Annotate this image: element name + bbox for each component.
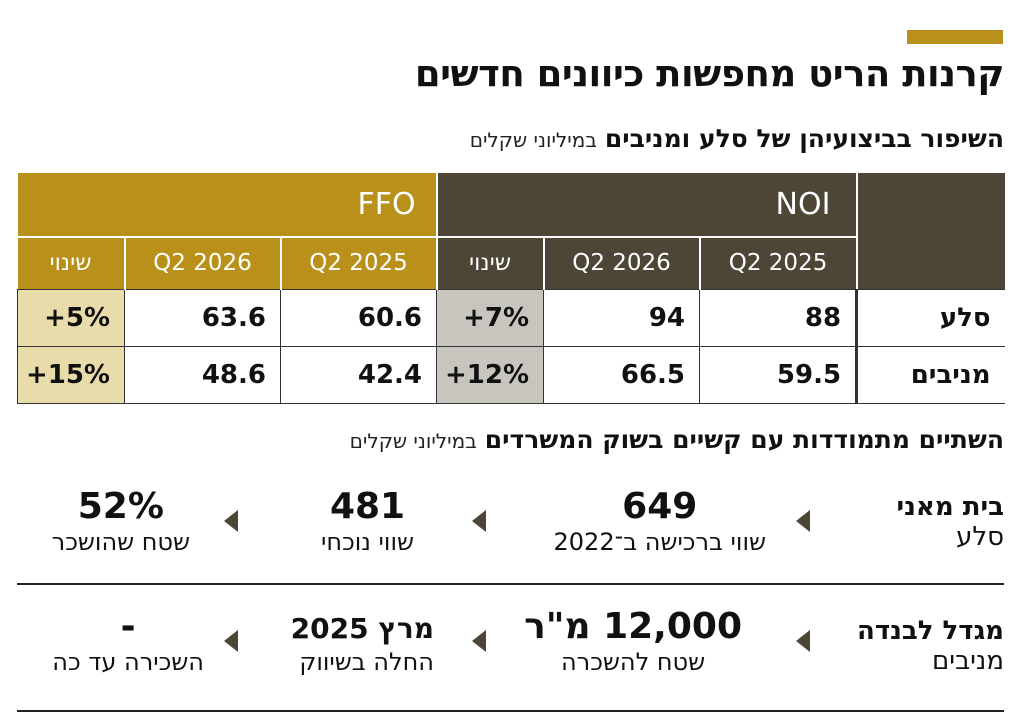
accent-bar (907, 30, 1003, 44)
stat-label: שטח להשכרה (560, 648, 706, 676)
noi-2026-cell: 94 (543, 288, 701, 347)
table-unit: במיליוני שקלים (469, 128, 597, 152)
noi-2025-cell: 88 (699, 288, 858, 347)
stat-value: מרץ 2025 (290, 612, 434, 645)
deal-owner: מניבים (932, 646, 1004, 676)
deal-name-block: בית מאני סלע (896, 492, 1004, 552)
stat-label: שווי ברכישה ב־2022 (553, 528, 766, 556)
deal-name-block: מגדל לבנדה מניבים (857, 616, 1004, 676)
arrow-left-icon (224, 510, 238, 532)
arrow-left-icon (472, 630, 486, 652)
table-row: +15% 48.6 42.4 +12% 66.5 59.5 מניבים (17, 345, 1005, 404)
deal-owner: סלע (956, 522, 1004, 552)
deal-stat: - השכירה עד כה (52, 607, 204, 677)
section-heading-text: השתיים מתמודדות עם קשיים בשוק המשרדים (484, 425, 1004, 454)
deal-stat: 52% שטח שהושכר (52, 487, 190, 557)
ffo-change-cell: +15% (17, 345, 125, 404)
stat-value: - (120, 606, 136, 647)
ffo-2026-cell: 63.6 (124, 288, 281, 347)
ffo-q2-2025-header: Q2 2025 (279, 236, 437, 289)
stat-value: 52% (77, 486, 164, 527)
noi-change-cell: +7% (436, 288, 545, 347)
table-row: +5% 63.6 60.6 +7% 94 88 סלע (17, 288, 1005, 347)
stat-value: 12,000 מ"ר (524, 606, 742, 647)
stat-label: החלה בשיווק (299, 648, 434, 676)
stat-value: 481 (329, 486, 406, 527)
noi-2025-cell: 59.5 (699, 345, 858, 404)
noi-change-cell: +12% (436, 345, 545, 404)
section-heading: השתיים מתמודדות עם קשיים בשוק המשרדים במ… (350, 425, 1004, 454)
deal-stat: 481 שווי נוכחי (321, 487, 414, 557)
deal-stat: 649 שווי ברכישה ב־2022 (554, 487, 766, 557)
deal-stat: 12,000 מ"ר שטח להשכרה (524, 607, 742, 677)
deal-name: בית מאני (896, 492, 1004, 522)
arrow-left-icon (224, 630, 238, 652)
performance-table: FFO NOI שינוי Q2 2026 Q2 2025 שינוי Q2 2… (17, 173, 1005, 404)
noi-2026-cell: 66.5 (543, 345, 701, 404)
ffo-2025-cell: 42.4 (279, 345, 438, 404)
table-subtitle: השיפור בביצועיהן של סלע ומניבים במיליוני… (470, 124, 1004, 153)
stat-label: השכירה עד כה (52, 648, 204, 676)
section-unit: במיליוני שקלים (349, 429, 477, 453)
page-title: קרנות הריט מחפשות כיוונים חדשים (414, 52, 1005, 95)
row-label: סלע (855, 288, 1005, 347)
noi-q2-2025-header: Q2 2025 (698, 236, 857, 289)
noi-group-header: NOI (435, 173, 857, 237)
stat-label: שטח שהושכר (51, 528, 190, 556)
deal-name: מגדל לבנדה (856, 616, 1004, 646)
ffo-2026-cell: 48.6 (124, 345, 281, 404)
divider (17, 710, 1004, 712)
stat-value: 649 (622, 486, 698, 527)
ffo-change-header: שינוי (17, 236, 125, 289)
ffo-group-header: FFO (17, 173, 437, 237)
ffo-2025-cell: 60.6 (279, 288, 438, 347)
row-label: מניבים (855, 345, 1005, 404)
noi-change-header: שינוי (435, 236, 544, 289)
arrow-left-icon (472, 510, 486, 532)
divider (17, 583, 1004, 585)
table-subtitle-text: השיפור בביצועיהן של סלע ומניבים (604, 124, 1004, 153)
deal-stat: מרץ 2025 החלה בשיווק (291, 611, 434, 677)
category-header (855, 173, 1005, 289)
arrow-left-icon (796, 630, 810, 652)
arrow-left-icon (796, 510, 810, 532)
stat-label: שווי נוכחי (321, 528, 414, 556)
ffo-q2-2026-header: Q2 2026 (123, 236, 281, 289)
ffo-change-cell: +5% (17, 288, 125, 347)
noi-q2-2026-header: Q2 2026 (542, 236, 700, 289)
